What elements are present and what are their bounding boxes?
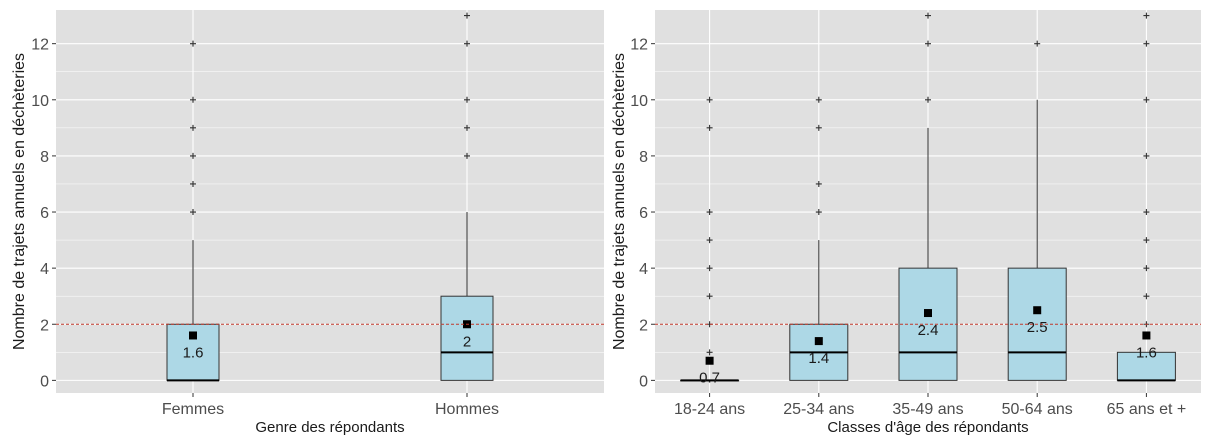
box-hommes: 2 [440, 12, 494, 381]
mean-label: 2.4 [918, 322, 939, 339]
outlier-point [706, 293, 713, 300]
box-65-ans-et: 1.6 [1116, 12, 1176, 382]
outlier-point [706, 209, 713, 216]
outlier-point [190, 96, 196, 103]
box-25-34-ans: 1.4 [789, 96, 849, 381]
y-tick-label: 0 [40, 373, 49, 390]
outlier-point [925, 96, 931, 103]
y-axis-title: Nombre de trajets annuels en déchèteries [11, 53, 28, 350]
mean-label: 0.7 [699, 370, 720, 387]
outlier-point [815, 180, 822, 187]
outlier-point [706, 237, 713, 244]
outlier-point [925, 40, 931, 47]
outlier-point [815, 209, 822, 216]
outlier-point [706, 265, 713, 272]
y-tick-label: 8 [40, 149, 49, 166]
outlier-point [815, 96, 822, 103]
outlier-point [925, 12, 931, 19]
y-tick-label: 2 [639, 317, 648, 334]
outlier-point [815, 124, 822, 131]
outlier-point [1143, 209, 1150, 216]
mean-label: 2 [463, 333, 471, 350]
outlier-point [464, 152, 470, 159]
mean-label: 1.6 [1136, 344, 1157, 361]
outlier-point [1143, 265, 1150, 272]
outlier-point [190, 152, 196, 159]
mean-marker [1142, 331, 1151, 340]
outlier-point [464, 40, 470, 47]
outlier-point [190, 209, 196, 216]
chart-panel-age: 0 2 4 6 8 10 12 0.7 1.4 2.4 2.5 1.6 18-24 ans 25-34 a… [611, 10, 1201, 436]
outlier-point [1143, 96, 1150, 103]
mean-label: 2.5 [1027, 319, 1048, 336]
y-tick-label: 8 [639, 149, 648, 166]
outlier-point [1143, 12, 1150, 19]
x-axis-title: Genre des répondants [255, 419, 404, 436]
outlier-point [190, 40, 196, 47]
y-axis-title: Nombre de trajets annuels en déchèteries [611, 53, 628, 350]
outlier-point [190, 124, 196, 131]
y-tick-label: 12 [31, 37, 49, 54]
y-tick-label: 6 [40, 205, 49, 222]
mean-label: 1.6 [183, 344, 204, 361]
mean-label: 1.4 [808, 350, 829, 367]
box-iqr [440, 295, 494, 381]
x-tick-label: 65 ans et + [1107, 401, 1187, 418]
x-tick-label: 35-49 ans [892, 401, 963, 418]
y-tick-label: 6 [639, 205, 648, 222]
panel-background [56, 10, 604, 393]
outlier-point [190, 180, 196, 187]
y-tick-label: 4 [40, 261, 49, 278]
outlier-point [706, 124, 713, 131]
box-femmes: 1.6 [166, 40, 220, 382]
outlier-point [706, 349, 713, 356]
x-tick-label: Hommes [435, 401, 499, 418]
outlier-point [464, 96, 470, 103]
mean-marker [814, 337, 823, 346]
x-tick-label: Femmes [162, 401, 224, 418]
mean-marker [705, 356, 714, 365]
y-tick-label: 4 [639, 261, 648, 278]
x-tick-label: 50-64 ans [1002, 401, 1073, 418]
mean-marker [189, 331, 197, 340]
outlier-point [706, 96, 713, 103]
mean-marker [924, 309, 932, 318]
box-iqr [1116, 351, 1176, 381]
outlier-point [1143, 293, 1150, 300]
chart-panel-gender: 0 2 4 6 8 10 12 1.6 2 Femmes Hommes Genre des répon… [11, 10, 604, 436]
outlier-point [1034, 40, 1041, 47]
y-tick-label: 12 [630, 37, 648, 54]
outlier-point [1143, 152, 1150, 159]
y-tick-label: 10 [31, 93, 49, 110]
mean-marker [1033, 306, 1042, 315]
x-tick-label: 18-24 ans [674, 401, 745, 418]
y-tick-label: 10 [630, 93, 648, 110]
outlier-point [464, 124, 470, 131]
x-tick-label: 25-34 ans [783, 401, 854, 418]
outlier-point [1143, 237, 1150, 244]
x-axis-title: Classes d'âge des répondants [827, 419, 1028, 436]
outlier-point [464, 12, 470, 19]
outlier-point [1143, 40, 1150, 47]
y-tick-label: 2 [40, 317, 49, 334]
y-tick-label: 0 [639, 373, 648, 390]
